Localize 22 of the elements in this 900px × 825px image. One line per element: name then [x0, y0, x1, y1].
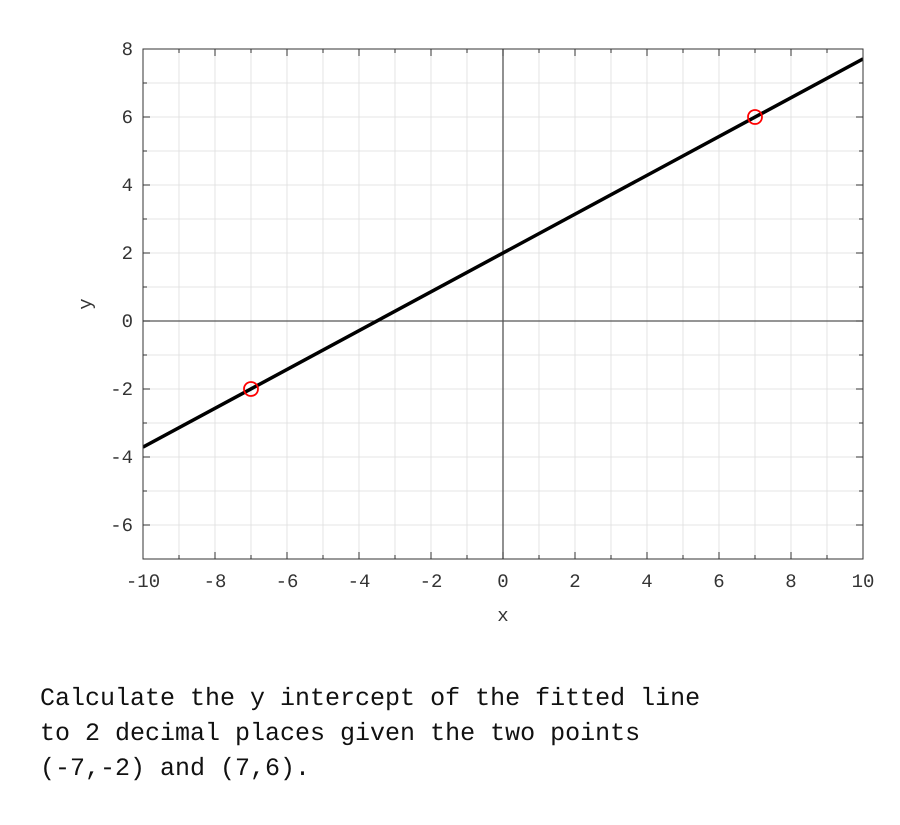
- y-tick-label: 6: [122, 107, 133, 129]
- x-tick-label: -10: [126, 571, 160, 593]
- y-axis-title: y: [75, 298, 97, 310]
- x-tick-label: -4: [348, 571, 370, 593]
- y-tick-label: -6: [110, 515, 133, 537]
- y-tick-label: -4: [110, 447, 133, 469]
- x-tick-label: 0: [497, 571, 509, 593]
- x-tick-label: 10: [852, 571, 874, 593]
- y-tick-label: 2: [122, 243, 133, 265]
- y-tick-label: 0: [122, 311, 133, 333]
- x-tick-label: 8: [785, 571, 797, 593]
- y-tick-label: -2: [110, 379, 133, 401]
- x-tick-label: 4: [641, 571, 653, 593]
- y-tick-label: 4: [122, 175, 133, 197]
- x-axis-title: x: [497, 605, 509, 627]
- y-tick-label: 8: [122, 39, 133, 61]
- text: Calculate the y intercept of the fitted line to 2 decimal places given the two points (-7,-2) and (7,6).: [40, 684, 700, 783]
- x-tick-label: -8: [204, 571, 226, 593]
- x-tick-label: -2: [420, 571, 442, 593]
- x-tick-label: 6: [713, 571, 725, 593]
- x-tick-label: 2: [569, 571, 581, 593]
- x-tick-label: -6: [276, 571, 298, 593]
